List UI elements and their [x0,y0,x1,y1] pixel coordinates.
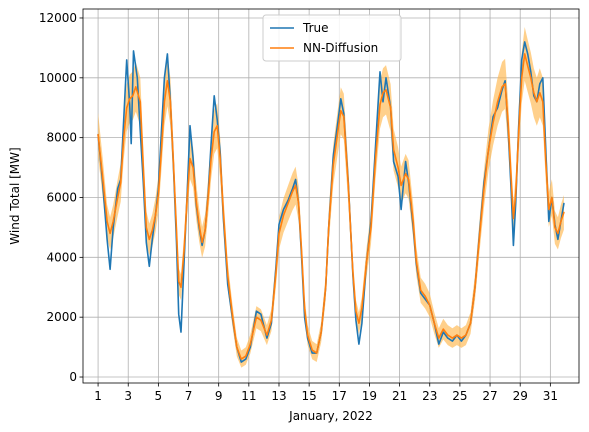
x-tick-label: 5 [155,389,163,403]
x-tick-label: 17 [332,389,347,403]
legend: True NN-Diffusion [263,15,401,61]
y-tick-label: 0 [69,370,77,384]
x-tick-label: 13 [271,389,286,403]
x-axis-label: January, 2022 [288,409,373,423]
legend-label-true: True [302,21,329,35]
x-tick-label: 23 [422,389,437,403]
x-tick-label: 1 [94,389,102,403]
x-tick-label: 31 [543,389,558,403]
x-axis-ticks: 1 3 5 7 9 11 13 15 17 19 21 23 25 27 29 31 [94,383,558,403]
x-tick-label: 15 [301,389,316,403]
x-tick-label: 19 [362,389,377,403]
y-axis-ticks: 0 2000 4000 6000 8000 10000 12000 [39,11,83,384]
y-tick-label: 2000 [46,310,77,324]
legend-label-nn-diffusion: NN-Diffusion [303,41,378,55]
x-tick-label: 7 [185,389,193,403]
x-tick-label: 29 [513,389,528,403]
y-tick-label: 4000 [46,250,77,264]
y-tick-label: 6000 [46,190,77,204]
y-tick-label: 8000 [46,131,77,145]
x-tick-label: 21 [392,389,407,403]
x-tick-label: 9 [215,389,223,403]
x-tick-label: 11 [241,389,256,403]
y-tick-label: 12000 [39,11,77,25]
y-axis-label: Wind Total [MW] [8,147,22,244]
x-tick-label: 3 [124,389,132,403]
y-tick-label: 10000 [39,71,77,85]
x-tick-label: 25 [452,389,467,403]
x-tick-label: 27 [482,389,497,403]
